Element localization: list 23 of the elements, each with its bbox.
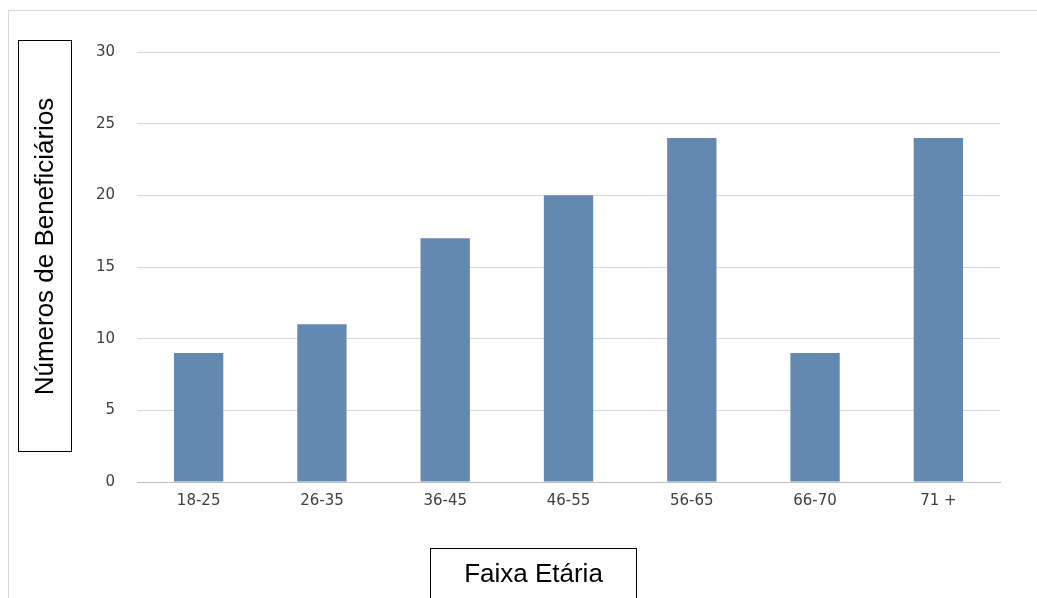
bar	[667, 138, 717, 482]
y-axis-title: Números de Beneficiários	[29, 97, 61, 395]
x-tick-label: 56-65	[669, 490, 714, 509]
bar	[173, 353, 224, 482]
y-tick-label: 25	[95, 113, 115, 132]
x-tick-label: 46-55	[546, 490, 591, 509]
x-tick-label: 36-45	[423, 490, 468, 509]
bar	[913, 138, 964, 482]
y-tick-label: 0	[105, 471, 115, 490]
y-tick-label: 30	[95, 41, 115, 60]
x-tick-label: 26-35	[300, 490, 344, 509]
x-axis-title: Faixa Etária	[430, 548, 637, 598]
y-tick-label: 20	[95, 185, 115, 204]
bar	[420, 238, 470, 482]
y-tick-label: 10	[95, 328, 115, 347]
x-tick-label: 66-70	[793, 490, 837, 509]
bar	[297, 324, 347, 482]
x-tick-label: 71 +	[920, 490, 957, 509]
x-tick-label: 18-25	[176, 490, 221, 509]
bar	[543, 195, 594, 482]
y-tick-label: 15	[95, 256, 115, 275]
bar	[790, 353, 840, 482]
y-tick-label: 5	[105, 400, 115, 419]
